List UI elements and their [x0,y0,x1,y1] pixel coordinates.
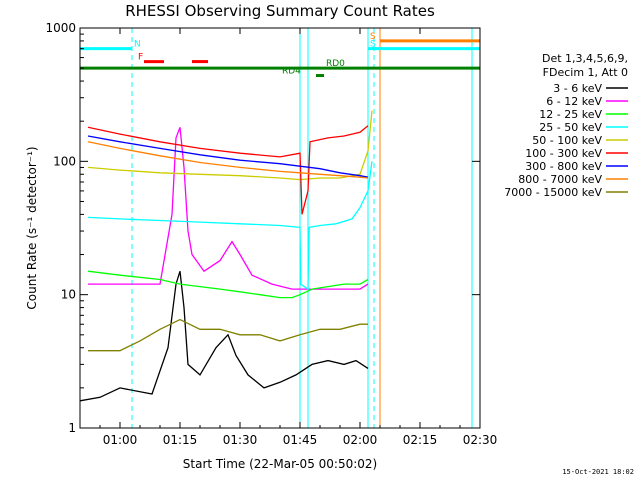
series-line-8 [88,318,368,352]
legend: Det 1,3,4,5,6,9, FDecim 1, Att 0 3 - 6 k… [504,52,628,199]
series-line-3 [87,161,373,291]
x-tick-label-0: 01:00 [103,433,138,447]
series-line-0 [79,271,369,402]
state-label-rd0-4: RD0 [326,59,345,69]
y-tick-label-3: 1000 [45,21,76,35]
y-tick-label-1: 10 [61,288,76,302]
legend-label-5: 100 - 300 keV [525,147,602,160]
x-tick-label-6: 02:30 [463,433,498,447]
legend-label-8: 7000 - 15000 keV [504,186,602,199]
legend-header-2: FDecim 1, Att 0 [543,66,628,79]
state-label-s-1: S [370,40,376,50]
state-label-s-2: S [370,32,376,42]
generation-timestamp: 15-Oct-2021 18:02 [562,468,634,476]
x-tick-label-1: 01:15 [163,433,198,447]
y-tick-label-0: 1 [68,421,76,435]
plot-frame [79,27,481,429]
chart-title: RHESSI Observing Summary Count Rates [125,2,435,20]
x-tick-label-5: 02:15 [403,433,438,447]
series-line-2 [87,270,369,299]
x-tick-label-3: 01:45 [283,433,318,447]
x-tick-label-2: 01:30 [223,433,258,447]
legend-header-1: Det 1,3,4,5,6,9, [542,52,628,65]
series-line-1 [88,127,369,290]
legend-label-1: 6 - 12 keV [546,95,602,108]
x-axis-label: Start Time (22-Mar-05 00:50:02) [183,457,377,471]
series-line-5 [87,125,369,215]
series-line-6 [87,135,369,178]
legend-label-6: 300 - 800 keV [525,160,602,173]
legend-label-7: 800 - 7000 keV [518,173,602,186]
state-label-f-3: F [138,53,143,63]
series-line-7 [87,141,369,179]
legend-label-0: 3 - 6 keV [553,82,602,95]
series-line-4 [87,110,373,181]
legend-label-4: 50 - 100 keV [532,134,602,147]
y-axis-label: Count Rate (s⁻¹ detector⁻¹) [25,146,39,309]
state-label-n-0: N [134,40,141,50]
state-label-rd4-5: RD4 [282,67,301,77]
legend-label-3: 25 - 50 keV [539,121,602,134]
legend-label-2: 12 - 25 keV [539,108,602,121]
x-tick-label-4: 02:00 [343,433,378,447]
y-tick-label-2: 100 [53,154,76,168]
